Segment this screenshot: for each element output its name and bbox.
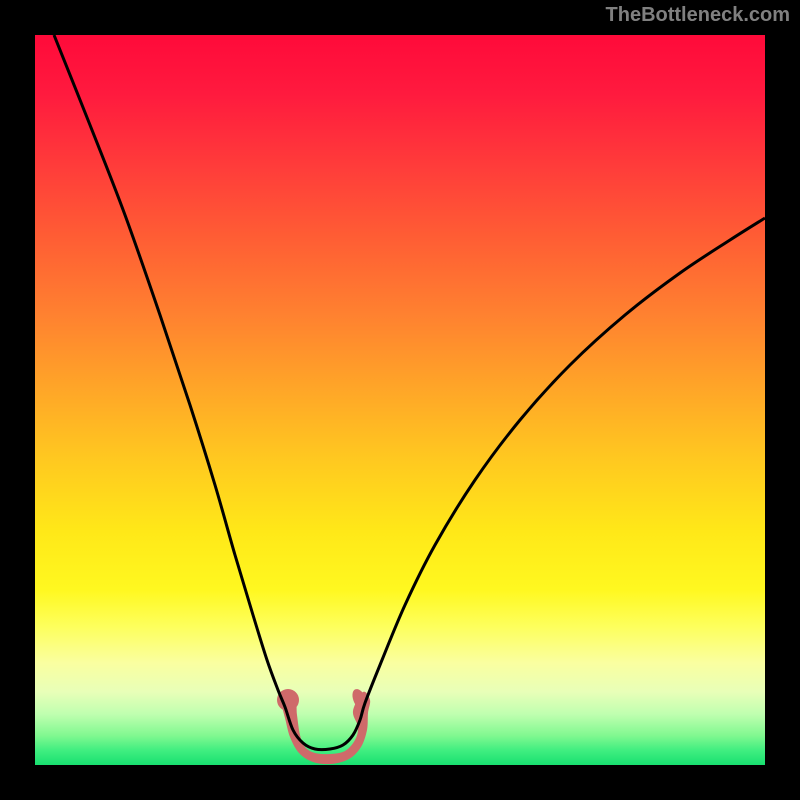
plot-area [35, 35, 765, 765]
watermark-text: TheBottleneck.com [606, 4, 790, 27]
gradient-background [35, 35, 765, 765]
bottleneck-chart [35, 35, 765, 765]
chart-container: TheBottleneck.com [0, 0, 800, 800]
